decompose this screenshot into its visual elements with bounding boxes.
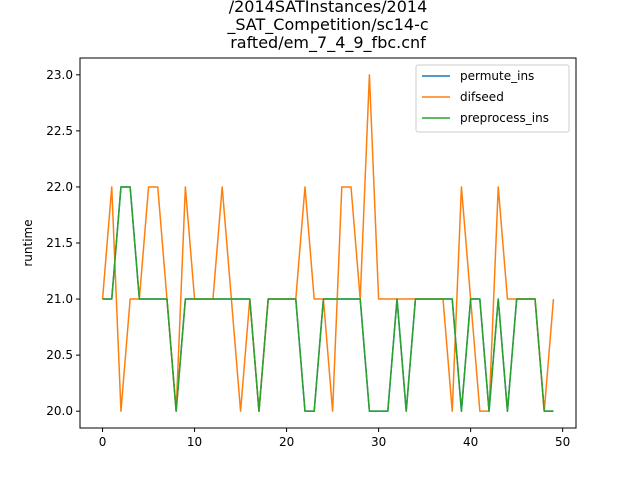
chart-title: /2014SATInstances/2014 _SAT_Competition/… — [226, 0, 428, 53]
y-tick-label: 22.0 — [46, 180, 73, 194]
x-tick-label: 10 — [187, 435, 202, 449]
legend-box — [415, 64, 570, 133]
y-tick-label: 20.5 — [46, 348, 73, 362]
legend-entry: difseed — [460, 90, 504, 104]
series-line-difseed — [101, 74, 555, 412]
x-tick-label: 40 — [463, 435, 478, 449]
title-line-1: /2014SATInstances/2014 — [229, 0, 428, 16]
y-tick-label: 21.0 — [46, 292, 73, 306]
y-axis: 20.0 20.5 21.0 21.5 22.0 22.5 23.0 — [46, 68, 80, 418]
title-line-3: rafted/em_7_4_9_fbc.cnf — [230, 33, 426, 53]
x-tick-label: 20 — [279, 435, 294, 449]
series-lines — [101, 74, 555, 412]
x-tick-label: 50 — [555, 435, 570, 449]
series-line-preprocess-ins — [102, 186, 554, 412]
x-axis: 0 10 20 30 40 50 — [99, 428, 570, 449]
title-line-2: _SAT_Competition/sc14-c — [226, 15, 428, 35]
x-tick-label: 30 — [371, 435, 386, 449]
legend-entry: permute_ins — [460, 69, 534, 83]
y-tick-label: 21.5 — [46, 236, 73, 250]
plot-frame — [79, 57, 577, 429]
x-tick-label: 0 — [99, 435, 107, 449]
y-axis-label: runtime — [21, 219, 35, 266]
legend-entry: preprocess_ins — [460, 111, 549, 125]
y-tick-label: 23.0 — [46, 68, 73, 82]
y-tick-label: 20.0 — [46, 404, 73, 418]
y-tick-label: 22.5 — [46, 124, 73, 138]
